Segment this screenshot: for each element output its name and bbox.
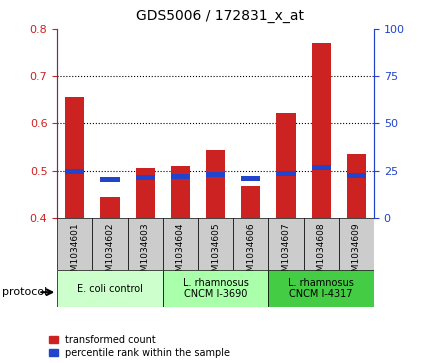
Bar [171, 174, 190, 179]
Text: GDS5006 / 172831_x_at: GDS5006 / 172831_x_at [136, 9, 304, 23]
Bar [128, 218, 163, 270]
Bar [57, 218, 92, 270]
Bar [100, 196, 120, 218]
Bar [339, 218, 374, 270]
Bar [92, 218, 128, 270]
Bar [206, 150, 225, 218]
Bar [312, 43, 331, 218]
Text: GSM1034609: GSM1034609 [352, 222, 361, 283]
Bar [268, 270, 374, 307]
Bar [268, 218, 304, 270]
Bar [304, 218, 339, 270]
Bar [100, 176, 120, 182]
Bar [347, 154, 366, 218]
Bar [65, 97, 84, 218]
Text: GSM1034603: GSM1034603 [141, 222, 150, 283]
Bar [241, 186, 260, 218]
Bar [276, 171, 296, 176]
Bar [136, 168, 155, 218]
Bar [163, 218, 198, 270]
Bar [65, 169, 84, 174]
Text: protocol: protocol [2, 287, 48, 297]
Text: GSM1034606: GSM1034606 [246, 222, 255, 283]
Bar [136, 175, 155, 180]
Bar [171, 166, 190, 218]
Bar [163, 270, 268, 307]
Text: GSM1034601: GSM1034601 [70, 222, 79, 283]
Text: GSM1034607: GSM1034607 [282, 222, 290, 283]
Bar [198, 218, 233, 270]
Bar [233, 218, 268, 270]
Text: L. rhamnosus
CNCM I-3690: L. rhamnosus CNCM I-3690 [183, 278, 249, 299]
Text: GSM1034608: GSM1034608 [317, 222, 326, 283]
Text: GSM1034605: GSM1034605 [211, 222, 220, 283]
Bar [312, 165, 331, 170]
Bar [241, 176, 260, 181]
Bar [276, 113, 296, 218]
Text: E. coli control: E. coli control [77, 284, 143, 294]
Text: L. rhamnosus
CNCM I-4317: L. rhamnosus CNCM I-4317 [288, 278, 354, 299]
Bar [347, 173, 366, 178]
Bar [206, 172, 225, 177]
Text: GSM1034604: GSM1034604 [176, 222, 185, 282]
Legend: transformed count, percentile rank within the sample: transformed count, percentile rank withi… [49, 335, 231, 358]
Text: GSM1034602: GSM1034602 [106, 222, 114, 282]
Bar [57, 270, 163, 307]
